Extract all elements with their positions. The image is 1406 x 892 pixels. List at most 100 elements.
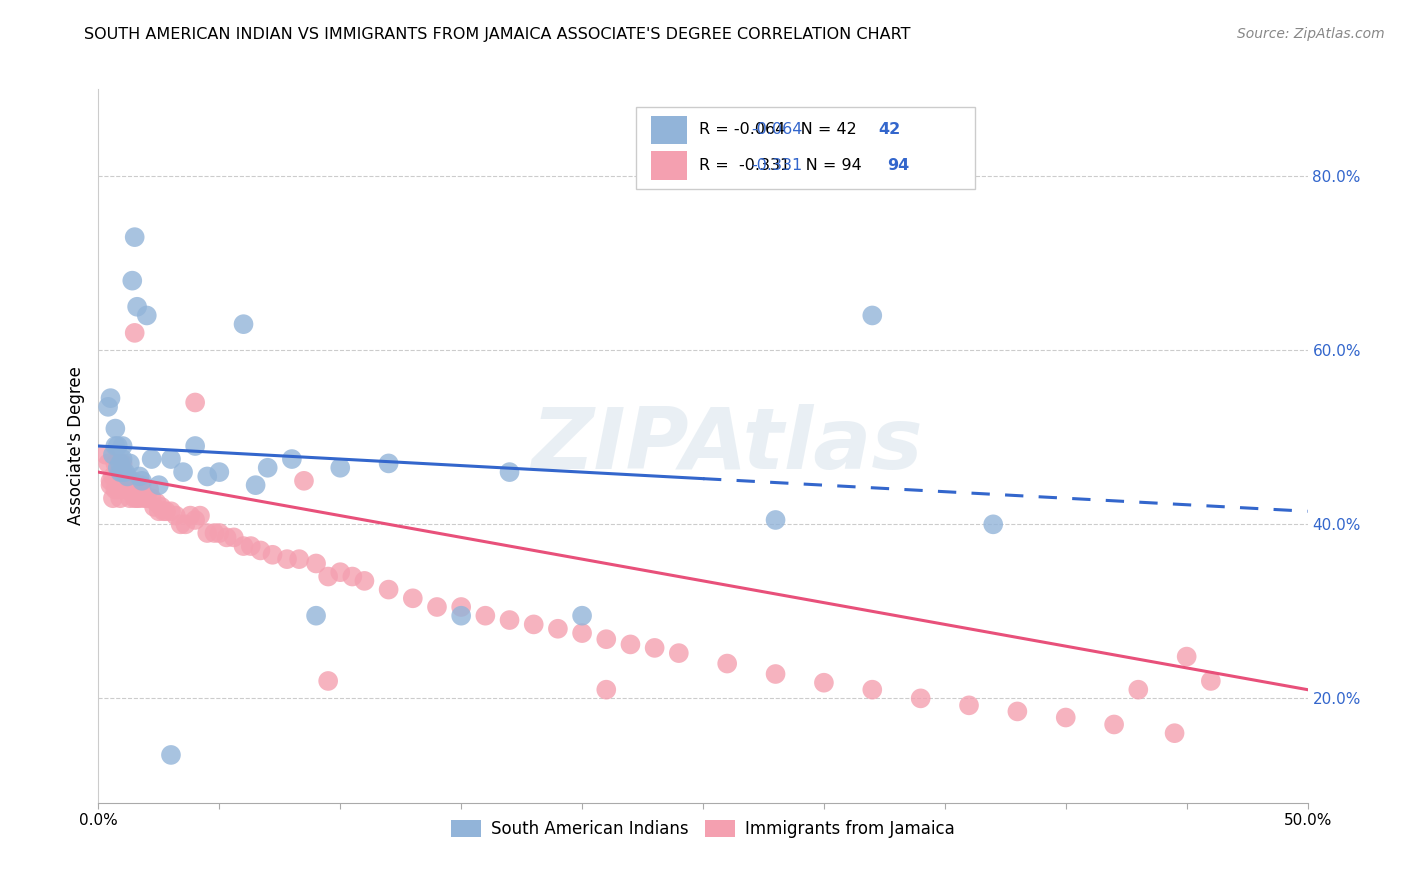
Point (571, 608, 593, 623)
Point (305, 557, 328, 571)
Point (141, 491, 163, 506)
Point (97, 400, 120, 414)
Point (107, 469, 129, 483)
Point (619, 637, 641, 651)
Point (117, 469, 139, 483)
Point (104, 483, 127, 497)
Point (316, 673, 339, 688)
Point (547, 622, 569, 636)
Point (1128, 682, 1150, 697)
Point (111, 465, 134, 479)
Point (117, 474, 139, 488)
Point (668, 646, 690, 660)
Point (239, 539, 262, 553)
Point (232, 317, 254, 331)
Point (174, 517, 197, 532)
Point (377, 582, 399, 597)
Point (121, 483, 143, 497)
Point (108, 491, 131, 506)
Y-axis label: Associate's Degree: Associate's Degree (66, 367, 84, 525)
Point (644, 640, 666, 655)
Point (160, 504, 183, 518)
Point (329, 460, 352, 475)
Point (100, 391, 122, 405)
Point (169, 517, 191, 532)
Point (131, 478, 153, 492)
Point (108, 457, 131, 471)
Point (305, 608, 328, 623)
Point (114, 483, 136, 497)
Point (118, 474, 141, 488)
Point (111, 452, 134, 467)
Point (114, 474, 136, 488)
Point (114, 465, 136, 479)
Text: Source: ZipAtlas.com: Source: ZipAtlas.com (1237, 27, 1385, 41)
Point (765, 513, 787, 527)
Point (716, 657, 738, 671)
Point (426, 599, 449, 614)
Point (160, 452, 183, 467)
Point (111, 457, 134, 471)
Point (155, 504, 177, 518)
Text: SOUTH AMERICAN INDIAN VS IMMIGRANTS FROM JAMAICA ASSOCIATE'S DEGREE CORRELATION : SOUTH AMERICAN INDIAN VS IMMIGRANTS FROM… (84, 27, 911, 42)
Point (148, 478, 170, 492)
Point (498, 613, 520, 627)
Point (104, 457, 127, 471)
Point (107, 483, 129, 497)
Point (204, 526, 226, 541)
Point (1102, 717, 1125, 731)
Point (101, 469, 124, 483)
Point (131, 474, 153, 488)
Point (316, 569, 339, 583)
Point (124, 491, 146, 506)
Point (215, 530, 238, 544)
Point (860, 682, 883, 697)
Text: R =  -0.331   N = 94: R = -0.331 N = 94 (699, 158, 862, 173)
Point (111, 439, 134, 453)
Point (107, 460, 129, 475)
Point (97, 457, 120, 471)
Point (121, 274, 143, 288)
Point (256, 460, 278, 475)
Point (179, 508, 201, 523)
Point (1054, 710, 1077, 724)
Point (981, 517, 1004, 532)
Point (245, 478, 267, 492)
FancyBboxPatch shape (651, 152, 688, 180)
Point (195, 526, 218, 541)
Point (124, 230, 146, 244)
Point (450, 599, 472, 614)
Point (148, 504, 170, 518)
Point (1175, 649, 1198, 664)
Point (523, 617, 546, 632)
FancyBboxPatch shape (637, 107, 976, 189)
Point (232, 539, 254, 553)
Point (910, 691, 932, 706)
Point (107, 439, 129, 453)
Point (498, 465, 520, 479)
Point (150, 500, 173, 514)
Point (101, 491, 124, 506)
Point (104, 421, 127, 435)
Point (450, 608, 472, 623)
Point (124, 483, 146, 497)
Point (108, 465, 131, 479)
Point (135, 309, 157, 323)
Point (1199, 673, 1222, 688)
Point (124, 326, 146, 340)
Point (118, 491, 141, 506)
Point (141, 452, 163, 467)
Point (184, 439, 207, 453)
Point (100, 474, 122, 488)
Point (128, 491, 150, 506)
Point (377, 457, 399, 471)
Point (138, 483, 160, 497)
Point (474, 608, 496, 623)
Point (402, 591, 425, 606)
Point (262, 548, 284, 562)
Point (813, 675, 835, 690)
Text: -0.331: -0.331 (751, 158, 803, 173)
Point (128, 469, 150, 483)
Text: 94: 94 (887, 158, 910, 173)
Text: R = -0.064   N = 42: R = -0.064 N = 42 (699, 122, 858, 137)
